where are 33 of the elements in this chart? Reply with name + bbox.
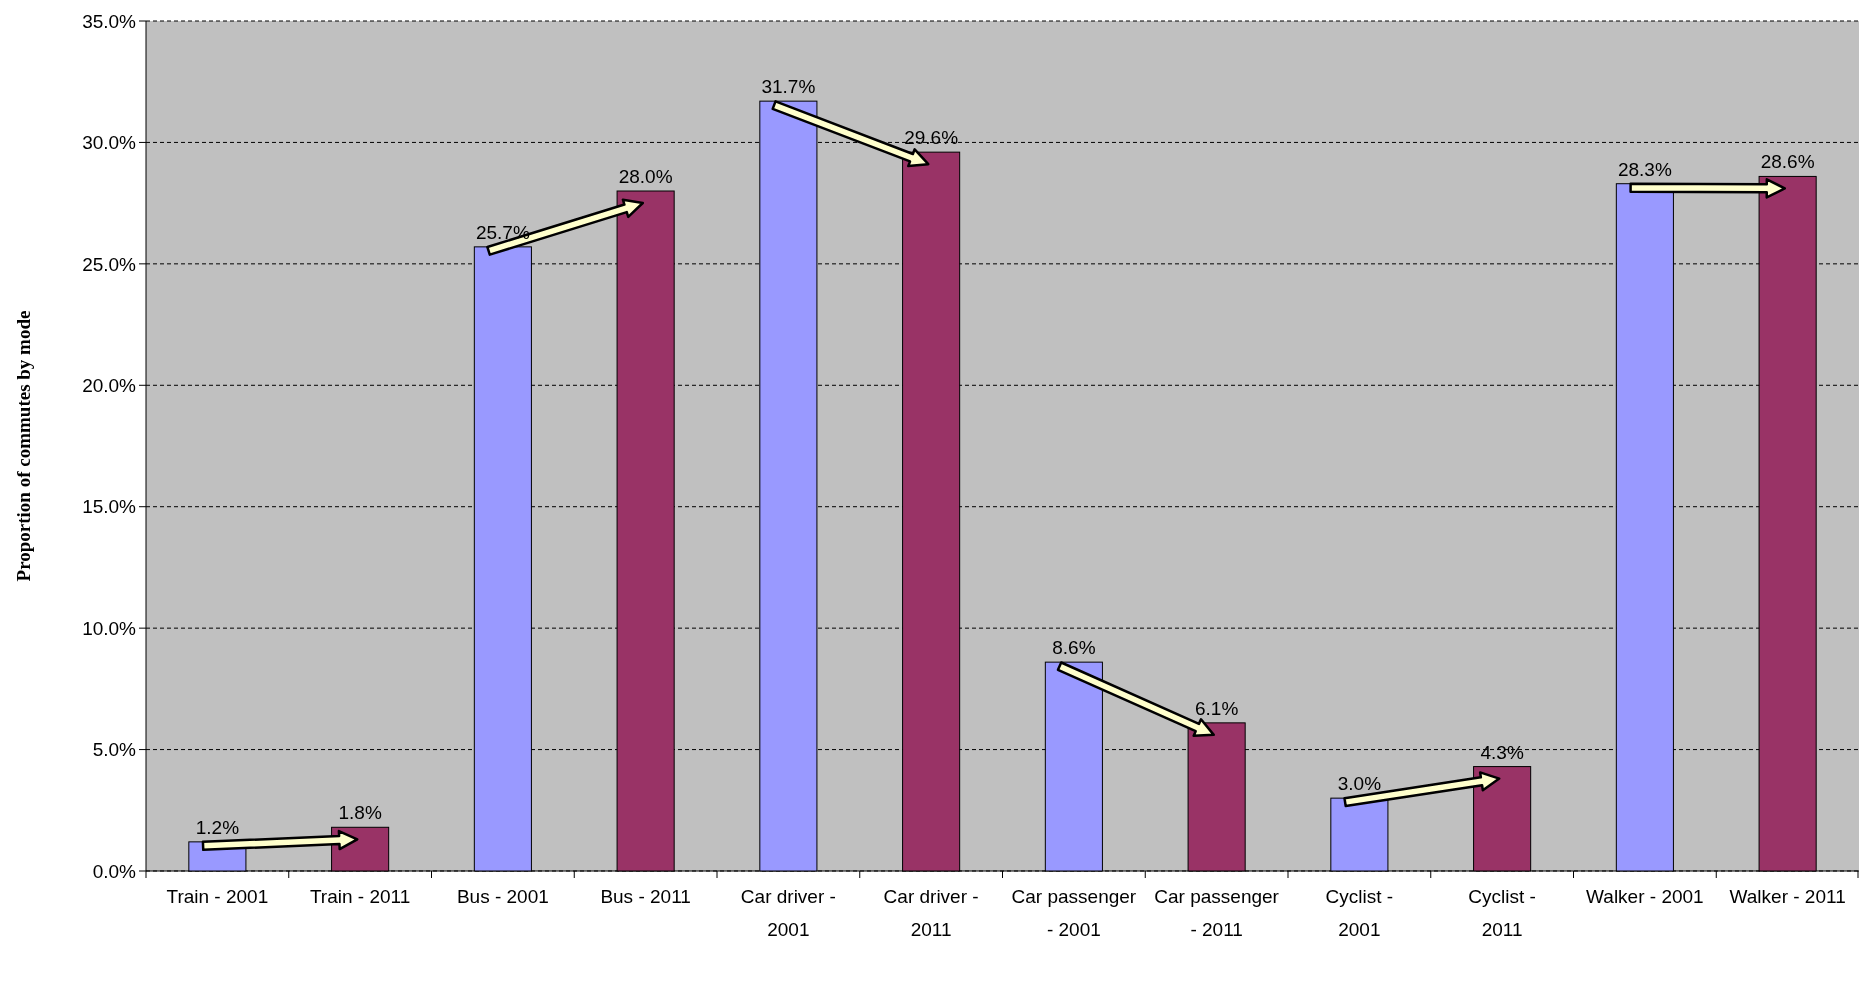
x-tick-label: Cyclist - 2001 bbox=[1325, 886, 1394, 940]
x-tick-label: Car driver - 2011 bbox=[883, 886, 979, 940]
y-tick-label: 20.0% bbox=[82, 374, 137, 396]
data-label: 8.6% bbox=[1052, 637, 1096, 659]
data-label: 6.1% bbox=[1194, 697, 1239, 719]
y-tick-label: 10.0% bbox=[82, 617, 137, 639]
data-label: 28.6% bbox=[1760, 151, 1815, 173]
data-label: 25.7% bbox=[475, 221, 530, 243]
x-tick-label: Walker - 2001 bbox=[1586, 886, 1704, 907]
data-label: 31.7% bbox=[761, 76, 816, 98]
data-label: 1.2% bbox=[195, 816, 240, 838]
data-label: 4.3% bbox=[1480, 741, 1524, 763]
x-tick-label: Car driver - 2001 bbox=[740, 886, 836, 940]
x-tick-label: Bus - 2011 bbox=[600, 886, 691, 907]
x-tick-label: Train - 2001 bbox=[166, 886, 269, 907]
y-tick-label: 0.0% bbox=[92, 860, 137, 882]
x-tick-label: Walker - 2011 bbox=[1729, 886, 1846, 907]
y-axis-title: Proportion of commutes by mode bbox=[13, 310, 34, 582]
y-tick-label: 25.0% bbox=[82, 253, 137, 275]
x-tick-label: Train - 2011 bbox=[309, 886, 411, 907]
y-tick-label: 5.0% bbox=[92, 739, 137, 761]
x-tick-label: Car passenger - 2011 bbox=[1154, 886, 1280, 940]
x-tick-label: Car passenger - 2001 bbox=[1011, 886, 1137, 940]
data-label: 28.3% bbox=[1617, 158, 1672, 180]
data-label: 29.6% bbox=[904, 127, 959, 149]
y-tick-label: 30.0% bbox=[82, 132, 137, 154]
y-tick-label: 35.0% bbox=[82, 10, 137, 32]
data-label: 28.0% bbox=[618, 166, 673, 187]
x-tick-label: Bus - 2001 bbox=[456, 886, 549, 907]
x-tick-label: Cyclist - 2011 bbox=[1468, 886, 1536, 940]
y-tick-label: 15.0% bbox=[82, 496, 137, 518]
data-label: 3.0% bbox=[1337, 773, 1382, 795]
data-label: 1.8% bbox=[338, 802, 382, 824]
